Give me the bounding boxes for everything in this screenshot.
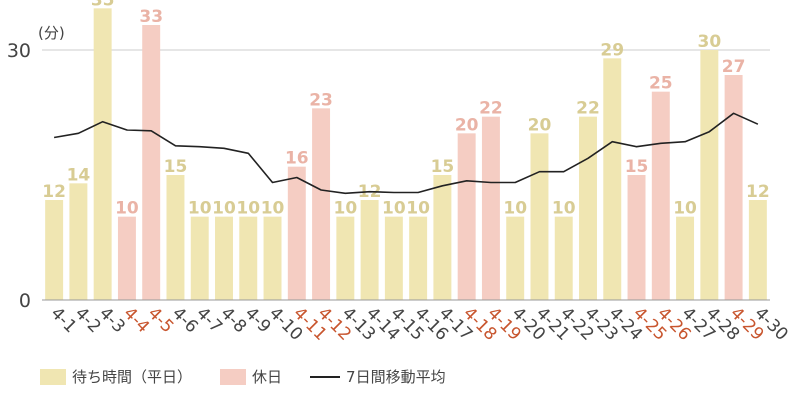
legend-weekday: 待ち時間（平日） — [40, 366, 192, 387]
legend-holiday-label: 休日 — [252, 368, 283, 386]
bar — [651, 91, 670, 301]
bar-value-label: 25 — [649, 74, 673, 94]
bar-value-label: 12 — [42, 182, 66, 202]
legend-weekday-swatch — [40, 368, 66, 385]
bar — [239, 216, 258, 300]
legend-moving-average-label: 7日間移動平均 — [346, 368, 446, 386]
bar-value-label: 29 — [600, 40, 624, 60]
bar — [457, 133, 476, 300]
bar — [190, 216, 209, 300]
y-tick-label: 30 — [7, 40, 31, 62]
bar — [166, 175, 185, 300]
bar-value-label: 14 — [67, 165, 91, 185]
y-tick-label: 0 — [19, 290, 31, 312]
bar-value-label: 15 — [164, 157, 188, 177]
bar-value-label: 20 — [528, 115, 552, 135]
bar — [117, 216, 136, 300]
bar-value-label: 10 — [333, 199, 357, 219]
bar-value-label: 10 — [382, 199, 406, 219]
bar — [142, 25, 161, 300]
bar — [215, 216, 233, 300]
bar — [700, 50, 719, 300]
bar-value-label: 10 — [261, 199, 285, 219]
y-unit-label: (分) — [38, 24, 65, 42]
legend-weekday-label: 待ち時間（平日） — [72, 368, 193, 386]
bar-value-label: 10 — [236, 199, 260, 219]
bar-value-label: 16 — [285, 149, 309, 169]
legend-holiday-swatch — [220, 368, 247, 385]
bar — [579, 116, 597, 301]
bar — [530, 133, 549, 300]
legend-line-swatch — [310, 375, 341, 378]
bar — [724, 75, 743, 300]
bar-value-label: 12 — [746, 182, 770, 202]
moving-average-line — [53, 112, 759, 195]
bar-value-label: 10 — [673, 199, 697, 219]
bar — [627, 175, 646, 300]
bar — [433, 175, 452, 300]
bar — [45, 200, 64, 300]
bar — [336, 216, 355, 300]
bar — [384, 216, 403, 300]
bar-value-label: 30 — [697, 32, 721, 52]
bar — [603, 58, 622, 301]
bar-value-label: 23 — [309, 90, 333, 110]
bar-value-label: 33 — [139, 7, 163, 27]
bar — [409, 216, 428, 300]
bar — [69, 183, 88, 300]
bar-value-label: 15 — [625, 157, 649, 177]
bar-value-label: 10 — [115, 199, 139, 219]
bar-value-label: 10 — [406, 199, 430, 219]
legend-moving-average: 7日間移動平均 — [310, 366, 446, 387]
bar — [481, 116, 500, 301]
bar-value-label: 20 — [455, 115, 479, 135]
bar — [360, 200, 379, 300]
bar — [506, 216, 525, 300]
bar — [554, 216, 573, 300]
bar-value-label: 27 — [722, 57, 746, 77]
bar — [93, 8, 112, 300]
bar — [263, 216, 282, 300]
bar-value-label: 35 — [91, 0, 115, 10]
bar-value-label: 22 — [479, 99, 503, 119]
bar — [748, 200, 767, 300]
bar — [312, 108, 331, 300]
bar — [676, 216, 695, 300]
bar-value-label: 10 — [503, 199, 527, 219]
bar-value-label: 15 — [431, 157, 455, 177]
bar-value-label: 10 — [552, 199, 576, 219]
bar — [287, 166, 306, 300]
bar-value-label: 22 — [576, 99, 600, 119]
legend-holiday: 休日 — [220, 366, 282, 387]
bar-value-label: 10 — [188, 199, 212, 219]
bar-value-label: 10 — [212, 199, 236, 219]
legend: 待ち時間（平日） 休日 7日間移動平均 — [40, 366, 474, 387]
